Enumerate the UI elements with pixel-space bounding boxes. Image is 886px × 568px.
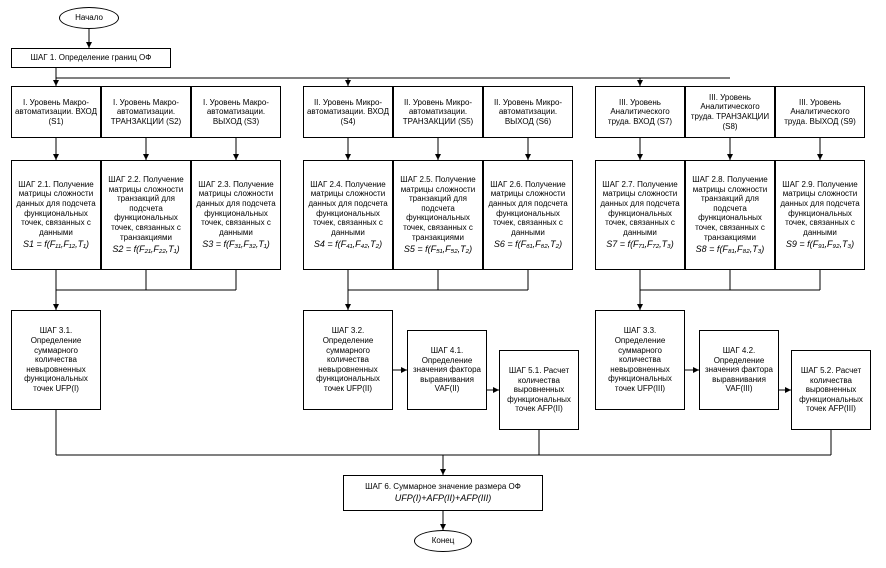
end-node: Конец bbox=[414, 530, 472, 552]
s6-node: ШАГ 6. Суммарное значение размера ОФ UFP… bbox=[343, 475, 543, 511]
s25-formula: S5 = f(F₅₁,F₅₂,T₂) bbox=[404, 244, 472, 255]
s21-node: ШАГ 2.1. Получение матрицы сложности дан… bbox=[11, 160, 101, 270]
s42-label: ШАГ 4.2. Определение значения фактора вы… bbox=[702, 346, 776, 394]
lvl2-out-label: II. Уровень Микро- автоматизации. ВЫХОД … bbox=[486, 98, 570, 127]
s25-node: ШАГ 2.5. Получение матрицы сложности тра… bbox=[393, 160, 483, 270]
s22-formula: S2 = f(F₂₁,F₂₂,T₁) bbox=[112, 244, 179, 255]
step1-label: ШАГ 1. Определение границ ОФ bbox=[31, 53, 152, 63]
s24-formula: S4 = f(F₄₁,F₄₂,T₂) bbox=[314, 239, 382, 250]
s22-label: ШАГ 2.2. Получение матрицы сложности тра… bbox=[104, 175, 188, 242]
s21-formula: S1 = f(F₁₁,F₁₂,T₁) bbox=[23, 239, 89, 250]
s27-node: ШАГ 2.7. Получение матрицы сложности дан… bbox=[595, 160, 685, 270]
lvl3-tr-label: III. Уровень Аналитического труда. ТРАНЗ… bbox=[688, 93, 772, 131]
s27-label: ШАГ 2.7. Получение матрицы сложности дан… bbox=[598, 180, 682, 238]
lvl1-in-label: I. Уровень Макро- автоматизации. ВХОД (S… bbox=[14, 98, 98, 127]
s22-node: ШАГ 2.2. Получение матрицы сложности тра… bbox=[101, 160, 191, 270]
s25-label: ШАГ 2.5. Получение матрицы сложности тра… bbox=[396, 175, 480, 242]
s27-formula: S7 = f(F₇₁,F₇₂,T₃) bbox=[606, 239, 673, 250]
s24-label: ШАГ 2.4. Получение матрицы сложности дан… bbox=[306, 180, 390, 238]
lvl3-in-label: III. Уровень Аналитического труда. ВХОД … bbox=[598, 98, 682, 127]
s23-formula: S3 = f(F₃₁,F₃₂,T₁) bbox=[202, 239, 270, 250]
lvl3-tr-node: III. Уровень Аналитического труда. ТРАНЗ… bbox=[685, 86, 775, 138]
s26-node: ШАГ 2.6. Получение матрицы сложности дан… bbox=[483, 160, 573, 270]
s29-node: ШАГ 2.9. Получение матрицы сложности дан… bbox=[775, 160, 865, 270]
s26-formula: S6 = f(F₆₁,F₆₂,T₂) bbox=[494, 239, 562, 250]
s52-label: ШАГ 5.2. Расчет количества выровненных ф… bbox=[794, 366, 868, 414]
s24-node: ШАГ 2.4. Получение матрицы сложности дан… bbox=[303, 160, 393, 270]
lvl3-out-node: III. Уровень Аналитического труда. ВЫХОД… bbox=[775, 86, 865, 138]
start-label: Начало bbox=[75, 13, 103, 23]
s33-node: ШАГ 3.3. Определение суммарного количест… bbox=[595, 310, 685, 410]
s51-label: ШАГ 5.1. Расчет количества выровненных ф… bbox=[502, 366, 576, 414]
s21-label: ШАГ 2.1. Получение матрицы сложности дан… bbox=[14, 180, 98, 238]
s52-node: ШАГ 5.2. Расчет количества выровненных ф… bbox=[791, 350, 871, 430]
lvl1-in-node: I. Уровень Макро- автоматизации. ВХОД (S… bbox=[11, 86, 101, 138]
step1-node: ШАГ 1. Определение границ ОФ bbox=[11, 48, 171, 68]
lvl2-in-label: II. Уровень Микро- автоматизации. ВХОД (… bbox=[306, 98, 390, 127]
s31-node: ШАГ 3.1. Определение суммарного количест… bbox=[11, 310, 101, 410]
lvl2-tr-label: II. Уровень Микро- автоматизации. ТРАНЗА… bbox=[396, 98, 480, 127]
s42-node: ШАГ 4.2. Определение значения фактора вы… bbox=[699, 330, 779, 410]
end-label: Конец bbox=[432, 536, 455, 546]
lvl3-out-label: III. Уровень Аналитического труда. ВЫХОД… bbox=[778, 98, 862, 127]
start-node: Начало bbox=[59, 7, 119, 29]
lvl3-in-node: III. Уровень Аналитического труда. ВХОД … bbox=[595, 86, 685, 138]
lvl1-out-label: I. Уровень Макро- автоматизации. ВЫХОД (… bbox=[194, 98, 278, 127]
lvl2-tr-node: II. Уровень Микро- автоматизации. ТРАНЗА… bbox=[393, 86, 483, 138]
lvl1-tr-label: I. Уровень Макро- автоматизации. ТРАНЗАК… bbox=[104, 98, 188, 127]
s51-node: ШАГ 5.1. Расчет количества выровненных ф… bbox=[499, 350, 579, 430]
s28-node: ШАГ 2.8. Получение матрицы сложности тра… bbox=[685, 160, 775, 270]
s26-label: ШАГ 2.6. Получение матрицы сложности дан… bbox=[486, 180, 570, 238]
s41-node: ШАГ 4.1. Определение значения фактора вы… bbox=[407, 330, 487, 410]
s33-label: ШАГ 3.3. Определение суммарного количест… bbox=[598, 326, 682, 393]
s6-label: ШАГ 6. Суммарное значение размера ОФ bbox=[365, 482, 521, 492]
s32-label: ШАГ 3.2. Определение суммарного количест… bbox=[306, 326, 390, 393]
s31-label: ШАГ 3.1. Определение суммарного количест… bbox=[14, 326, 98, 393]
lvl1-out-node: I. Уровень Макро- автоматизации. ВЫХОД (… bbox=[191, 86, 281, 138]
lvl1-tr-node: I. Уровень Макро- автоматизации. ТРАНЗАК… bbox=[101, 86, 191, 138]
lvl2-in-node: II. Уровень Микро- автоматизации. ВХОД (… bbox=[303, 86, 393, 138]
lvl2-out-node: II. Уровень Микро- автоматизации. ВЫХОД … bbox=[483, 86, 573, 138]
s6-formula: UFP(I)+AFP(II)+AFP(III) bbox=[395, 493, 492, 504]
s29-label: ШАГ 2.9. Получение матрицы сложности дан… bbox=[778, 180, 862, 238]
s28-label: ШАГ 2.8. Получение матрицы сложности тра… bbox=[688, 175, 772, 242]
s23-node: ШАГ 2.3. Получение матрицы сложности дан… bbox=[191, 160, 281, 270]
s23-label: ШАГ 2.3. Получение матрицы сложности дан… bbox=[194, 180, 278, 238]
s28-formula: S8 = f(F₈₁,F₈₂,T₃) bbox=[696, 244, 765, 255]
s32-node: ШАГ 3.2. Определение суммарного количест… bbox=[303, 310, 393, 410]
s29-formula: S9 = f(F₉₁,F₉₂,T₃) bbox=[786, 239, 854, 250]
s41-label: ШАГ 4.1. Определение значения фактора вы… bbox=[410, 346, 484, 394]
